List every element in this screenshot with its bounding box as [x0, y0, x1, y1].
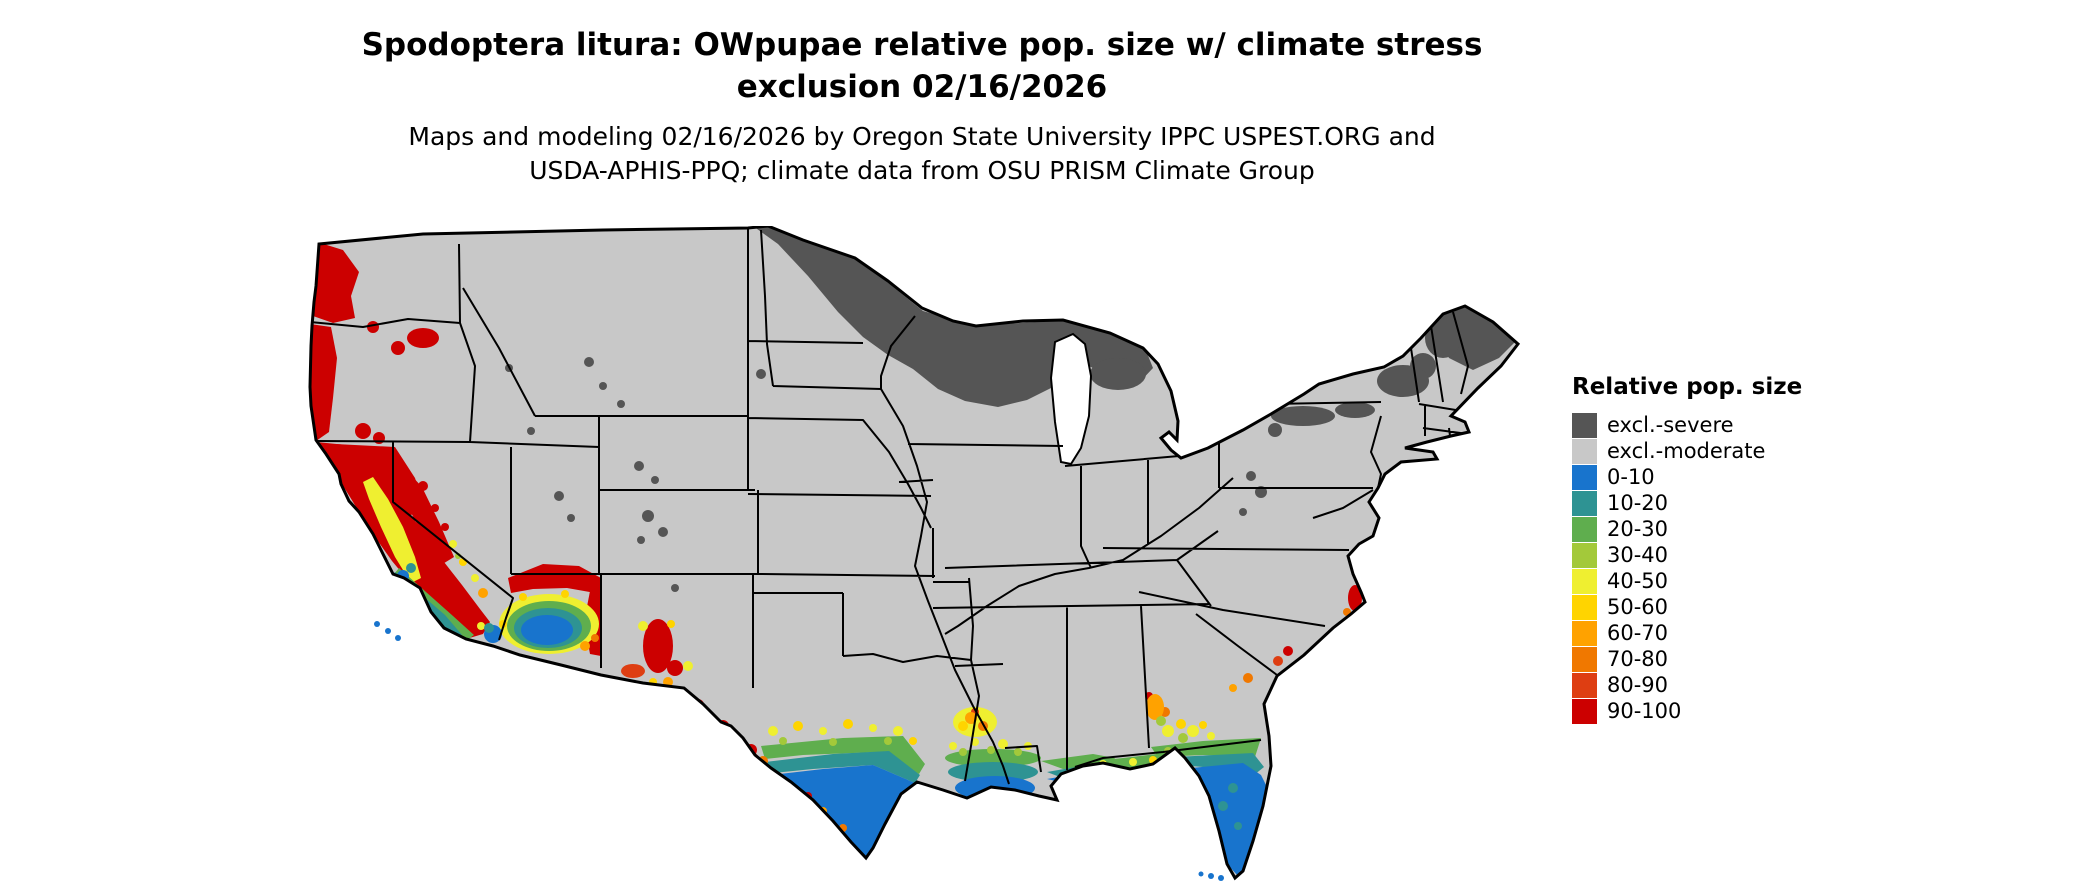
legend-swatch-40-50: [1572, 568, 1597, 594]
legend-item: 10-20: [1572, 490, 1802, 516]
legend-swatch-20-30: [1572, 516, 1597, 542]
legend-label: 30-40: [1607, 543, 1669, 567]
legend-label: 40-50: [1607, 569, 1669, 593]
legend-item: 30-40: [1572, 542, 1802, 568]
legend-swatch-excl-severe: [1572, 412, 1597, 438]
legend-item: excl.-severe: [1572, 412, 1802, 438]
legend-swatch-70-80: [1572, 646, 1597, 672]
page-title: Spodoptera litura: OWpupae relative pop.…: [142, 24, 1702, 108]
legend-swatch-80-90: [1572, 672, 1597, 698]
legend-label: 90-100: [1607, 699, 1682, 723]
legend-label: 60-70: [1607, 621, 1669, 645]
legend-item: 70-80: [1572, 646, 1802, 672]
legend-swatch-10-20: [1572, 490, 1597, 516]
us-map: [308, 226, 1520, 881]
legend-label: 20-30: [1607, 517, 1669, 541]
title-line-1: Spodoptera litura: OWpupae relative pop.…: [361, 27, 1483, 63]
legend-label: 0-10: [1607, 465, 1655, 489]
legend-label: 80-90: [1607, 673, 1669, 697]
legend-title: Relative pop. size: [1572, 374, 1803, 400]
legend-item: excl.-moderate: [1572, 438, 1802, 464]
subtitle-line-2: USDA-APHIS-PPQ; climate data from OSU PR…: [529, 156, 1315, 185]
legend: Relative pop. size excl.-severe excl.-mo…: [1572, 374, 1802, 724]
page-subtitle: Maps and modeling 02/16/2026 by Oregon S…: [142, 120, 1702, 188]
legend-item: 60-70: [1572, 620, 1802, 646]
legend-item: 20-30: [1572, 516, 1802, 542]
offshore-islands: [374, 621, 1224, 881]
legend-swatch-90-100: [1572, 698, 1597, 724]
legend-label: 70-80: [1607, 647, 1669, 671]
legend-swatch-0-10: [1572, 464, 1597, 490]
legend-label: 50-60: [1607, 595, 1669, 619]
legend-item: 80-90: [1572, 672, 1802, 698]
legend-item: 50-60: [1572, 594, 1802, 620]
state-borders: [310, 228, 1469, 785]
lake-michigan: [1049, 332, 1093, 466]
legend-item: 40-50: [1572, 568, 1802, 594]
legend-item: 0-10: [1572, 464, 1802, 490]
legend-item: 90-100: [1572, 698, 1802, 724]
legend-swatch-60-70: [1572, 620, 1597, 646]
legend-swatch-30-40: [1572, 542, 1597, 568]
legend-swatch-excl-moderate: [1572, 438, 1597, 464]
legend-label: excl.-severe: [1607, 413, 1734, 437]
subtitle-line-1: Maps and modeling 02/16/2026 by Oregon S…: [408, 122, 1436, 151]
legend-swatch-50-60: [1572, 594, 1597, 620]
title-line-2: exclusion 02/16/2026: [736, 69, 1108, 105]
legend-label: 10-20: [1607, 491, 1669, 515]
legend-label: excl.-moderate: [1607, 439, 1766, 463]
